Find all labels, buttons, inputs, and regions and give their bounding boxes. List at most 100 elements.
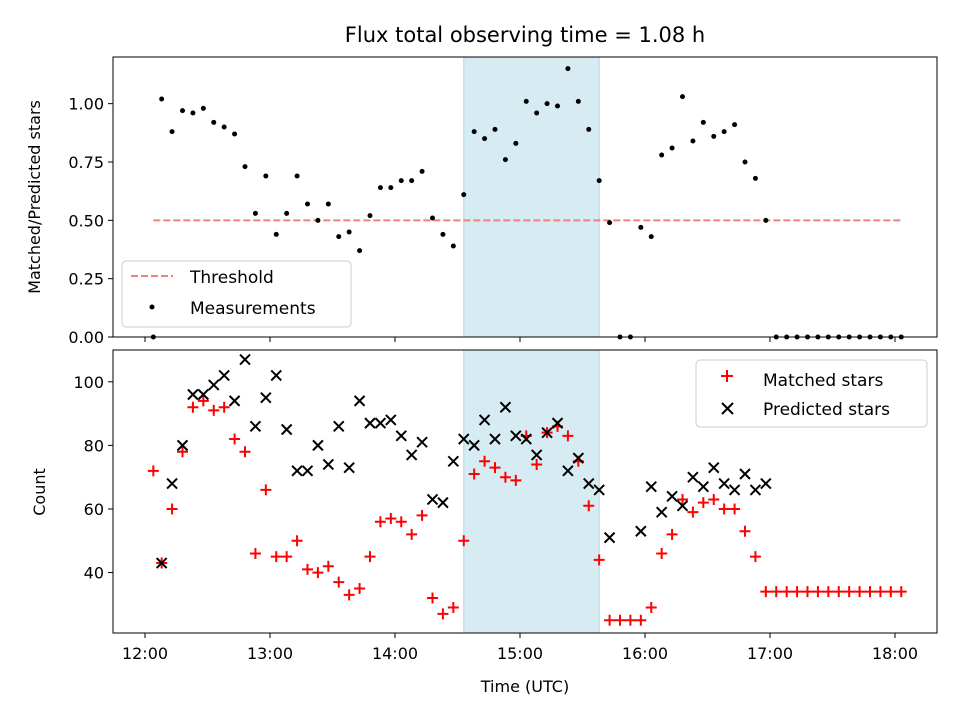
matched-star-point [458, 535, 470, 547]
top-observing-interval [463, 56, 600, 338]
matched-star-point [208, 404, 220, 416]
y-tick-label: 0.75 [68, 153, 104, 172]
measurement-point [575, 98, 581, 104]
measurement-point [752, 175, 758, 181]
measurement-point [190, 110, 196, 116]
measurement-point [430, 215, 435, 221]
matched-star-point [770, 586, 782, 598]
matched-star-point [635, 614, 647, 626]
matched-star-point [229, 433, 241, 445]
matched-star-point [531, 458, 543, 470]
measurement-point [419, 168, 425, 174]
predicted-star-point [666, 490, 678, 502]
predicted-star-point [676, 500, 689, 512]
bottom-plot-frame [112, 349, 938, 634]
matched-star-point [697, 497, 709, 509]
measurement-point [534, 110, 540, 116]
predicted-star-point [343, 461, 355, 474]
legend-predicted-swatch [721, 402, 734, 415]
predicted-star-point [562, 465, 574, 477]
matched-star-point [802, 586, 813, 598]
matched-star-point [218, 401, 230, 413]
measurement-point [607, 220, 613, 226]
bottom-observing-interval [463, 349, 600, 634]
measurement-point [315, 217, 321, 223]
measurement-point [482, 136, 488, 142]
measurement-point [721, 129, 727, 135]
measurement-point [336, 234, 342, 240]
measurement-point [357, 248, 363, 254]
matched-star-point [677, 493, 688, 505]
matched-star-point [249, 548, 261, 560]
measurement-point [211, 119, 217, 125]
predicted-star-point [687, 471, 699, 483]
predicted-star-point [603, 531, 616, 544]
predicted-star-point [301, 465, 314, 477]
matched-star-point [760, 586, 772, 598]
legend-matched-swatch [721, 370, 733, 382]
matched-star-point [333, 576, 345, 588]
measurement-point [648, 234, 654, 240]
bottom-panel: 40 60 80 100 12:00 13:00 14:00 15:00 16:00 17:00… [30, 349, 938, 696]
predicted-star-point [270, 369, 282, 382]
predicted-star-point [374, 417, 387, 429]
matched-stars-points [147, 395, 907, 626]
predicted-star-point [593, 484, 605, 496]
matched-star-point [187, 401, 199, 413]
measurement-point [513, 140, 519, 146]
predicted-star-point [260, 391, 272, 404]
bottom-legend-box [695, 359, 928, 428]
predicted-star-point [405, 449, 418, 461]
measurement-point [502, 157, 508, 163]
measurement-point [273, 231, 279, 237]
matched-star-point [895, 586, 907, 598]
predicted-star-point [239, 353, 251, 366]
measurement-point [388, 185, 394, 191]
measurements-points [150, 66, 904, 340]
measurement-point [742, 159, 748, 165]
predicted-star-point [489, 433, 501, 445]
matched-star-point [260, 484, 272, 496]
matched-star-point [822, 586, 834, 598]
predicted-star-point [228, 395, 241, 407]
matched-star-point [562, 430, 574, 442]
matched-star-point [708, 493, 720, 505]
predicted-star-point [478, 414, 491, 426]
chart-title: Flux total observing time = 1.08 h [345, 23, 705, 47]
predicted-star-point [395, 430, 407, 442]
predicted-star-point [353, 395, 366, 407]
predicted-star-point [458, 433, 470, 445]
matched-star-point [291, 535, 303, 547]
x-axis-label: Time (UTC) [480, 677, 569, 696]
top-legend: Threshold Measurements [121, 260, 352, 328]
measurement-point [659, 152, 665, 158]
matched-star-point [437, 608, 449, 620]
measurement-point [461, 192, 467, 198]
y-tick-label: 100 [73, 373, 104, 392]
matched-star-point [489, 462, 501, 474]
y-tick-label: 0.50 [68, 211, 104, 230]
matched-star-point [479, 455, 491, 467]
measurement-point [440, 231, 446, 237]
matched-star-point [406, 528, 418, 540]
y-tick-label: 60 [84, 500, 104, 519]
measurement-point [294, 173, 300, 179]
matched-star-point [624, 614, 636, 626]
top-x-axis-ticks [144, 337, 896, 342]
predicted-star-point [510, 430, 522, 442]
matched-star-point [583, 500, 595, 512]
measurement-point [544, 101, 550, 107]
measurement-point [450, 243, 456, 249]
predicted-star-point [760, 477, 772, 490]
matched-star-point [395, 516, 407, 528]
measurement-point [284, 210, 290, 216]
y-tick-label: 1.00 [68, 95, 104, 114]
measurement-point [523, 98, 529, 104]
measurement-point [711, 133, 717, 139]
measurement-point [471, 129, 477, 135]
matched-star-point [729, 503, 741, 515]
predicted-star-point [749, 484, 762, 496]
measurement-point [367, 213, 373, 219]
predicted-star-point [468, 439, 480, 452]
